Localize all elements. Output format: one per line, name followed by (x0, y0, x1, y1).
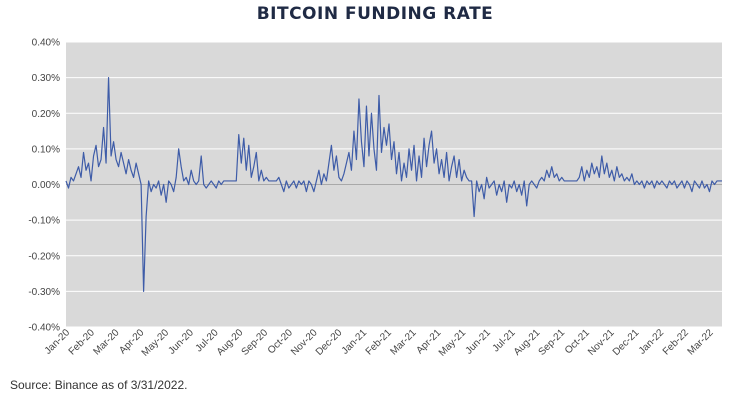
source-note: Source: Binance as of 3/31/2022. (10, 378, 188, 392)
x-tick-label: Mar-20 (91, 327, 121, 357)
x-tick-label: Dec-20 (314, 327, 345, 358)
x-axis: Jan-20Feb-20Mar-20Apr-20May-20Jun-20Jul-… (43, 327, 716, 359)
gridlines (66, 41, 722, 328)
y-axis: 0.40% 0.30% 0.20% 0.10% 0.00% -0.10% -0.20% -0.… (28, 38, 60, 334)
x-tick-label: Mar-22 (686, 327, 716, 357)
y-tick-label: -0.30% (28, 287, 60, 298)
x-tick-label: Nov-21 (586, 327, 617, 358)
x-tick-label: Sep-21 (537, 327, 568, 358)
y-tick-label: 0.40% (32, 38, 60, 49)
x-tick-label: Feb-22 (661, 327, 691, 357)
x-tick-label: May-21 (437, 327, 469, 359)
x-tick-label: Sep-20 (240, 327, 271, 358)
x-tick-label: Aug-20 (215, 327, 246, 358)
x-tick-label: Jun-20 (166, 327, 196, 357)
funding-rate-line (65, 77, 722, 292)
x-tick-label: Feb-20 (67, 327, 97, 357)
x-tick-label: May-20 (140, 327, 172, 359)
x-tick-label: Feb-21 (364, 327, 394, 357)
chart-title: BITCOIN FUNDING RATE (256, 4, 494, 24)
y-tick-label: 0.10% (32, 144, 60, 155)
x-tick-label: Nov-20 (289, 327, 320, 358)
x-tick-label: Aug-21 (512, 327, 543, 358)
y-tick-label: 0.30% (32, 73, 60, 84)
x-tick-label: Mar-21 (389, 327, 419, 357)
y-tick-label: 0.20% (32, 109, 60, 120)
y-tick-label: -0.10% (28, 216, 60, 227)
y-tick-label: -0.40% (28, 323, 60, 334)
x-tick-label: Jun-21 (464, 327, 494, 357)
y-tick-label: 0.00% (32, 180, 60, 191)
x-tick-label: Dec-21 (611, 327, 642, 358)
y-tick-label: -0.20% (28, 251, 60, 262)
